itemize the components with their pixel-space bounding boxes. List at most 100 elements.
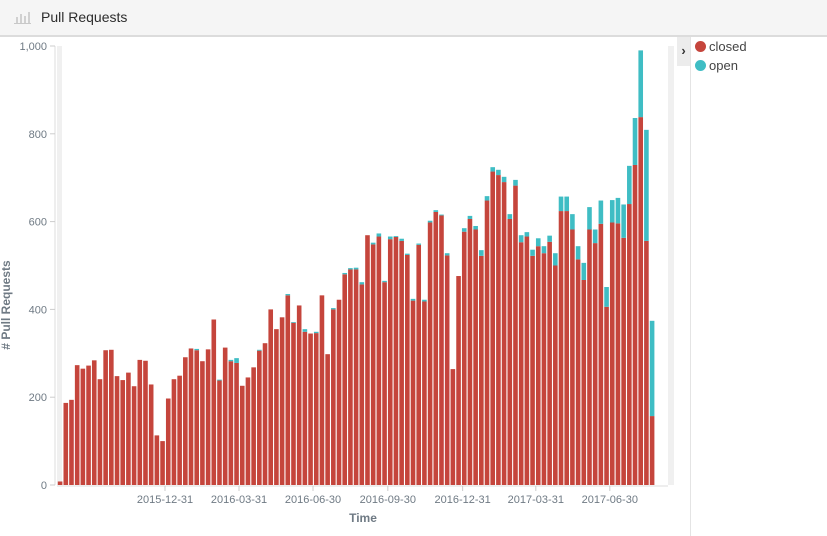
bar-closed bbox=[382, 282, 387, 485]
bar-closed bbox=[165, 398, 171, 485]
bar-closed bbox=[268, 309, 274, 485]
bar-open bbox=[604, 287, 609, 307]
legend: closed open bbox=[690, 37, 827, 536]
bar-closed bbox=[194, 350, 200, 485]
bar-closed bbox=[137, 359, 143, 485]
legend-label: closed bbox=[709, 39, 747, 54]
bar-closed bbox=[131, 386, 137, 485]
bar-closed bbox=[644, 240, 649, 485]
y-axis-label: # Pull Requests bbox=[0, 260, 13, 350]
bar-open bbox=[387, 236, 393, 240]
y-tick-label: 1,000 bbox=[19, 41, 47, 53]
bar-open bbox=[524, 232, 530, 237]
bar-open bbox=[553, 253, 558, 266]
bar-closed bbox=[370, 244, 376, 485]
bar-closed bbox=[211, 319, 217, 485]
bar-closed bbox=[473, 229, 478, 485]
bar-open bbox=[581, 262, 587, 280]
x-tick-label: 2016-09-30 bbox=[360, 494, 416, 506]
bar-open bbox=[558, 196, 564, 212]
bar-open bbox=[649, 320, 655, 417]
panel-header: Pull Requests bbox=[0, 0, 827, 37]
bar-open bbox=[564, 196, 570, 212]
bar-closed bbox=[615, 223, 621, 485]
bar-closed bbox=[222, 347, 228, 485]
y-axis: 0 200 400 600 800 1,000 bbox=[19, 41, 56, 492]
bar-open bbox=[570, 214, 575, 230]
y-tick-label: 600 bbox=[29, 217, 47, 229]
bar-closed bbox=[490, 171, 496, 485]
bar-open bbox=[621, 204, 626, 238]
bar-closed bbox=[638, 117, 644, 486]
bar-closed bbox=[120, 380, 126, 485]
x-tick-label: 2015-12-31 bbox=[137, 494, 193, 506]
bar-open bbox=[194, 348, 200, 351]
bar-closed bbox=[467, 218, 473, 485]
bar-open bbox=[405, 253, 410, 255]
bar-open bbox=[410, 298, 416, 301]
bar-closed bbox=[558, 211, 564, 485]
bar-closed bbox=[143, 360, 148, 485]
bar-closed bbox=[279, 317, 285, 485]
bar-closed bbox=[518, 242, 524, 485]
y-tick-label: 800 bbox=[29, 129, 47, 141]
bar-closed bbox=[342, 274, 348, 485]
bar-open bbox=[507, 214, 513, 219]
bar-open bbox=[399, 238, 404, 241]
bar-open bbox=[541, 246, 547, 254]
bar-open bbox=[422, 299, 427, 302]
bar-open bbox=[587, 207, 592, 230]
bar-closed bbox=[217, 380, 222, 485]
bar-closed bbox=[393, 236, 399, 485]
bar-open bbox=[433, 210, 439, 212]
bar-closed bbox=[461, 231, 467, 485]
bar-closed bbox=[649, 416, 655, 485]
bar-closed bbox=[251, 367, 256, 485]
bar-open bbox=[592, 229, 598, 244]
bar-closed bbox=[450, 369, 456, 485]
bars bbox=[57, 46, 674, 486]
bar-closed bbox=[427, 222, 433, 485]
bar-open bbox=[461, 228, 467, 232]
range-shade-right bbox=[668, 46, 674, 485]
bar-open bbox=[427, 220, 433, 223]
open-color-dot bbox=[695, 60, 706, 71]
bar-closed bbox=[553, 265, 558, 485]
bar-closed bbox=[513, 185, 518, 486]
bar-closed bbox=[535, 246, 541, 485]
legend-toggle-button[interactable]: › bbox=[677, 37, 690, 66]
panel-title: Pull Requests bbox=[41, 9, 128, 25]
chevron-right-icon: › bbox=[681, 43, 686, 58]
bar-closed bbox=[484, 200, 490, 485]
bar-closed bbox=[183, 357, 188, 485]
bar-closed bbox=[621, 237, 626, 485]
bar-open bbox=[353, 267, 359, 270]
bar-closed bbox=[524, 236, 530, 485]
bar-open bbox=[382, 280, 387, 283]
bar-closed bbox=[331, 309, 336, 485]
bar-closed bbox=[285, 295, 291, 485]
bar-closed bbox=[376, 236, 382, 485]
bar-open bbox=[598, 200, 604, 224]
bar-closed bbox=[507, 218, 513, 485]
bar-open bbox=[547, 235, 552, 242]
bar-open bbox=[331, 308, 336, 310]
bar-closed bbox=[570, 229, 575, 485]
bar-open bbox=[444, 253, 450, 256]
bar-open bbox=[644, 129, 649, 241]
bar-open bbox=[535, 238, 541, 247]
bar-closed bbox=[325, 354, 330, 485]
bar-closed bbox=[91, 360, 97, 485]
bar-closed bbox=[171, 379, 177, 485]
bar-closed bbox=[598, 223, 604, 486]
legend-item-closed[interactable]: closed bbox=[695, 39, 747, 54]
range-shade-left bbox=[57, 46, 62, 485]
bar-open bbox=[479, 250, 484, 256]
legend-item-open[interactable]: open bbox=[695, 58, 738, 73]
bar-open bbox=[393, 236, 399, 237]
bar-closed bbox=[405, 254, 410, 485]
bar-closed bbox=[353, 269, 359, 485]
bar-closed bbox=[496, 175, 501, 486]
bar-closed bbox=[63, 402, 69, 485]
